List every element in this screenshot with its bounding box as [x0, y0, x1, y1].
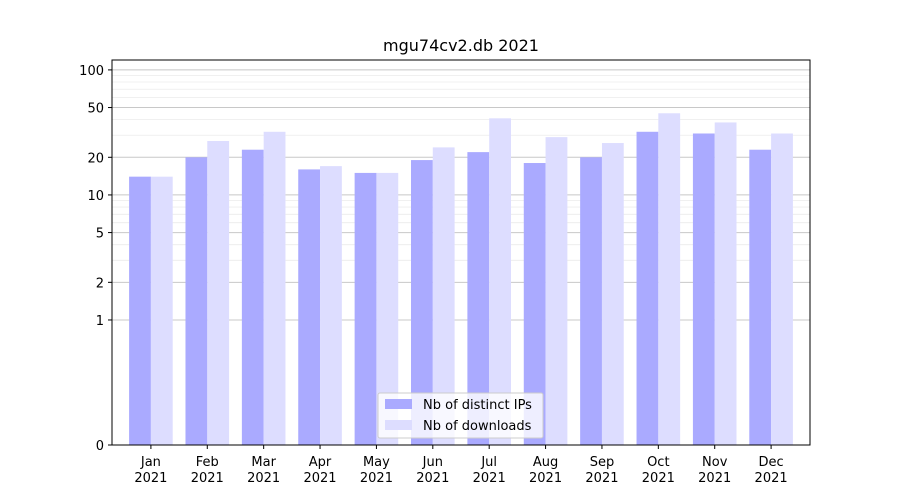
bar	[714, 122, 737, 445]
y-tick-label: 0	[96, 439, 104, 454]
bar	[432, 147, 455, 446]
x-tick-label: Aug 2021	[529, 455, 562, 486]
chart-title: mgu74cv2.db 2021	[383, 36, 539, 55]
y-tick-label: 20	[87, 151, 104, 166]
bar	[150, 176, 173, 445]
legend-label-downloads: Nb of downloads	[423, 419, 532, 434]
legend-swatch-downloads	[385, 420, 412, 430]
bar	[545, 137, 568, 445]
x-tick-label: Apr 2021	[303, 455, 336, 486]
x-tick-label: Nov 2021	[698, 455, 731, 486]
bar	[241, 149, 264, 446]
y-tick-label: 10	[87, 189, 104, 204]
bar	[263, 131, 286, 445]
bar	[692, 133, 715, 445]
x-tick-label: Feb 2021	[191, 455, 224, 486]
y-tick-label: 2	[96, 276, 104, 291]
x-tick-label: Oct 2021	[642, 455, 675, 486]
bar	[411, 160, 433, 445]
legend-box	[377, 392, 544, 439]
bar	[771, 133, 793, 445]
y-tick-label: 1	[96, 314, 104, 329]
bar	[489, 118, 511, 445]
bar	[523, 163, 546, 445]
bar	[749, 149, 772, 446]
bar	[298, 169, 321, 445]
legend-label-distinct-ips: Nb of distinct IPs	[423, 398, 532, 413]
bar	[376, 172, 399, 445]
x-tick-label: May 2021	[360, 455, 393, 486]
y-axis: 0 1 2 5 10 20 50 100	[79, 64, 112, 454]
y-tick-label: 5	[96, 227, 104, 242]
legend-swatch-distinct-ips	[385, 399, 412, 409]
x-tick-label: Jul 2021	[473, 455, 506, 486]
bar	[354, 172, 377, 445]
bar	[467, 152, 490, 445]
bar	[658, 113, 681, 445]
bars	[129, 113, 793, 446]
plot-frame	[111, 59, 811, 446]
bar	[580, 157, 602, 445]
x-tick-label: Jan 2021	[134, 455, 167, 486]
x-tick-label: Dec 2021	[755, 455, 788, 486]
x-tick-label: Sep 2021	[585, 455, 618, 486]
bar	[185, 157, 208, 445]
bar	[601, 143, 624, 445]
y-tick-label: 100	[79, 64, 104, 79]
x-tick-label: Mar 2021	[247, 455, 280, 486]
bar	[129, 176, 151, 445]
legend: Nb of distinct IPs Nb of downloads	[377, 392, 544, 439]
x-axis: Jan 2021 Feb 2021 Mar 2021 Apr 2021 May 2021 Jun 20…	[134, 445, 788, 486]
bar	[636, 131, 659, 445]
y-tick-label: 50	[87, 102, 104, 117]
x-tick-label: Jun 2021	[416, 455, 449, 486]
bar	[207, 140, 230, 445]
bar	[320, 166, 342, 445]
